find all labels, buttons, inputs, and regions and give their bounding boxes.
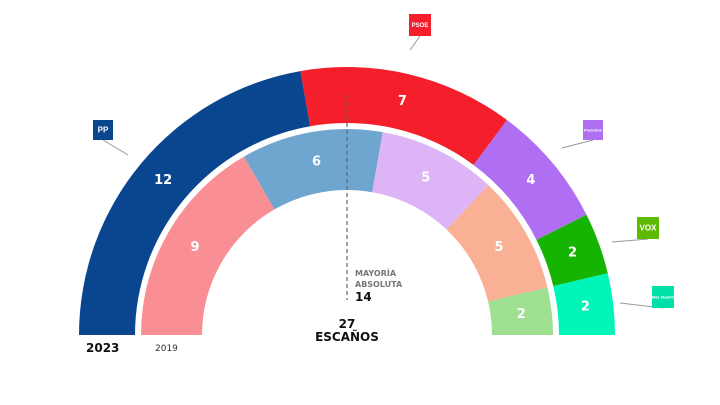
seat-count-label: 12	[154, 173, 172, 188]
logo-text: VOX	[640, 224, 658, 233]
logo-podemos	[583, 120, 603, 140]
leader-line	[611, 238, 649, 243]
year-2019-label: 2019	[155, 344, 178, 354]
leader-line	[561, 139, 594, 149]
majority-label-line2: ABSOLUTA	[355, 280, 403, 289]
logo-más-madrid	[652, 286, 674, 308]
majority-label-line1: MAYORÍA	[355, 267, 397, 278]
leader-line	[102, 139, 129, 156]
logo-text: Más Madrid	[652, 294, 675, 299]
logo-text: PP	[98, 126, 109, 135]
seat-rings: 12 7 4 2 2 9 6 5 5 2	[79, 67, 615, 335]
year-2023-label: 2023	[86, 341, 119, 355]
seat-count-label: 2	[517, 307, 526, 322]
party-logos: PP PSOE Podemos VOX Más Madrid	[93, 14, 675, 309]
logo-text: Podemos	[584, 127, 603, 132]
seat-segment-2019-1	[141, 156, 275, 335]
logo-vox	[637, 217, 659, 239]
seat-segment-2023-4	[536, 214, 608, 287]
seat-count-label: 4	[526, 173, 535, 188]
logo-text: PSOE	[412, 23, 429, 29]
seat-segment-2023-3	[473, 120, 587, 240]
seat-segment-2019-3	[372, 132, 489, 230]
seat-count-label: 2	[568, 245, 577, 260]
seat-segment-2019-5	[488, 287, 553, 335]
seat-count-label: 9	[190, 240, 199, 255]
seat-segment-2019-4	[446, 185, 548, 302]
total-seats-unit: ESCAÑOS	[315, 329, 379, 344]
logo-psoe	[409, 14, 431, 36]
seat-count-label: 2	[581, 300, 590, 315]
logo-pp	[93, 120, 113, 140]
total-seats: 27	[339, 317, 356, 331]
seat-segment-2023-1	[79, 71, 311, 335]
seat-count-label: 6	[312, 155, 321, 170]
seat-segment-2019-2	[244, 129, 383, 210]
seat-count-label: 5	[421, 171, 430, 186]
seat-segment-2023-2	[300, 67, 508, 165]
seat-segment-2023-5	[553, 273, 615, 335]
majority-value: 14	[355, 290, 372, 304]
seat-count-label: 7	[398, 94, 407, 109]
seat-count-label: 5	[494, 240, 503, 255]
leader-line	[409, 35, 421, 51]
